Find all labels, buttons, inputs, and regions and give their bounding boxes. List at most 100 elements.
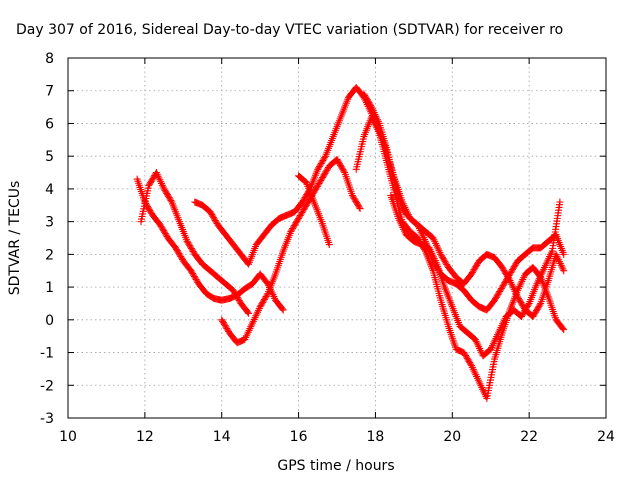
data-marker (501, 268, 509, 276)
y-tick-label: 2 (45, 247, 54, 263)
data-marker (162, 188, 170, 196)
data-marker (351, 196, 359, 204)
data-marker (319, 172, 327, 180)
data-marker (230, 288, 238, 296)
data-marker (301, 203, 309, 211)
data-marker (324, 165, 332, 173)
data-marker (559, 324, 567, 332)
data-marker (162, 231, 170, 239)
data-marker (440, 256, 448, 264)
data-marker (178, 254, 186, 262)
data-marker (504, 274, 512, 282)
data-marker (519, 310, 527, 318)
data-marker (298, 209, 306, 217)
data-marker (524, 301, 532, 309)
data-marker (502, 269, 510, 277)
data-marker (518, 311, 526, 319)
data-marker (443, 261, 451, 269)
data-point (491, 296, 499, 304)
data-marker (177, 253, 185, 261)
data-marker (518, 300, 526, 308)
data-marker (147, 177, 155, 185)
data-marker (210, 215, 218, 223)
data-point (206, 208, 214, 216)
data-marker (184, 239, 192, 247)
data-marker (234, 294, 242, 302)
data-marker (295, 213, 303, 221)
data-marker (315, 164, 323, 172)
data-marker (193, 277, 201, 285)
y-tick-label: 7 (45, 84, 54, 100)
data-marker (189, 270, 197, 278)
data-marker (461, 350, 469, 358)
data-point (172, 244, 180, 252)
x-tick-label: 22 (520, 429, 538, 445)
data-marker (523, 302, 531, 310)
data-marker (353, 200, 361, 208)
data-marker (292, 219, 300, 227)
data-marker (322, 168, 330, 176)
data-marker (520, 308, 528, 316)
data-point (187, 267, 195, 275)
data-marker (496, 287, 504, 295)
data-marker (508, 267, 516, 275)
data-marker (441, 258, 449, 266)
data-marker (320, 155, 328, 163)
y-tick-label: 4 (45, 182, 54, 198)
data-marker (467, 360, 475, 368)
data-point (256, 303, 264, 311)
data-marker (224, 326, 232, 334)
data-marker (319, 157, 327, 165)
data-point (460, 349, 468, 357)
data-marker (211, 217, 219, 225)
y-tick-label: 0 (45, 313, 54, 329)
data-marker (320, 171, 328, 179)
data-marker (523, 304, 531, 312)
data-marker (313, 184, 321, 192)
data-marker (167, 197, 175, 205)
data-point (314, 165, 322, 173)
data-marker (165, 194, 173, 202)
data-marker (471, 264, 479, 272)
data-marker (507, 269, 515, 277)
data-marker (172, 245, 180, 253)
data-point (560, 250, 568, 258)
data-point (498, 263, 506, 271)
data-marker (512, 260, 520, 268)
data-marker (190, 271, 198, 279)
data-marker (316, 178, 324, 186)
data-marker (442, 259, 450, 267)
data-marker (147, 208, 155, 216)
data-marker (314, 181, 322, 189)
data-marker (257, 301, 265, 309)
y-tick-label: 3 (45, 215, 54, 231)
data-marker (303, 200, 311, 208)
data-marker (337, 163, 345, 171)
data-marker (176, 251, 184, 259)
data-marker (497, 286, 505, 294)
data-series (133, 83, 568, 402)
data-marker (492, 293, 500, 301)
data-point (218, 316, 226, 324)
data-marker (323, 166, 331, 174)
x-tick-label: 18 (367, 429, 385, 445)
data-marker (469, 267, 477, 275)
plot-frame (67, 57, 607, 419)
data-marker (263, 291, 271, 299)
data-marker (315, 162, 323, 170)
data-marker (339, 166, 347, 174)
data-marker (148, 176, 156, 184)
grid (68, 58, 606, 418)
data-marker (517, 299, 525, 307)
data-point (302, 201, 310, 209)
data-marker (187, 243, 195, 251)
data-marker (503, 272, 511, 280)
data-marker (340, 167, 348, 175)
x-axis-label: GPS time / hours (277, 458, 394, 474)
data-point (560, 326, 568, 334)
data-marker (159, 225, 167, 233)
series-track (360, 90, 568, 321)
data-marker (336, 160, 344, 168)
